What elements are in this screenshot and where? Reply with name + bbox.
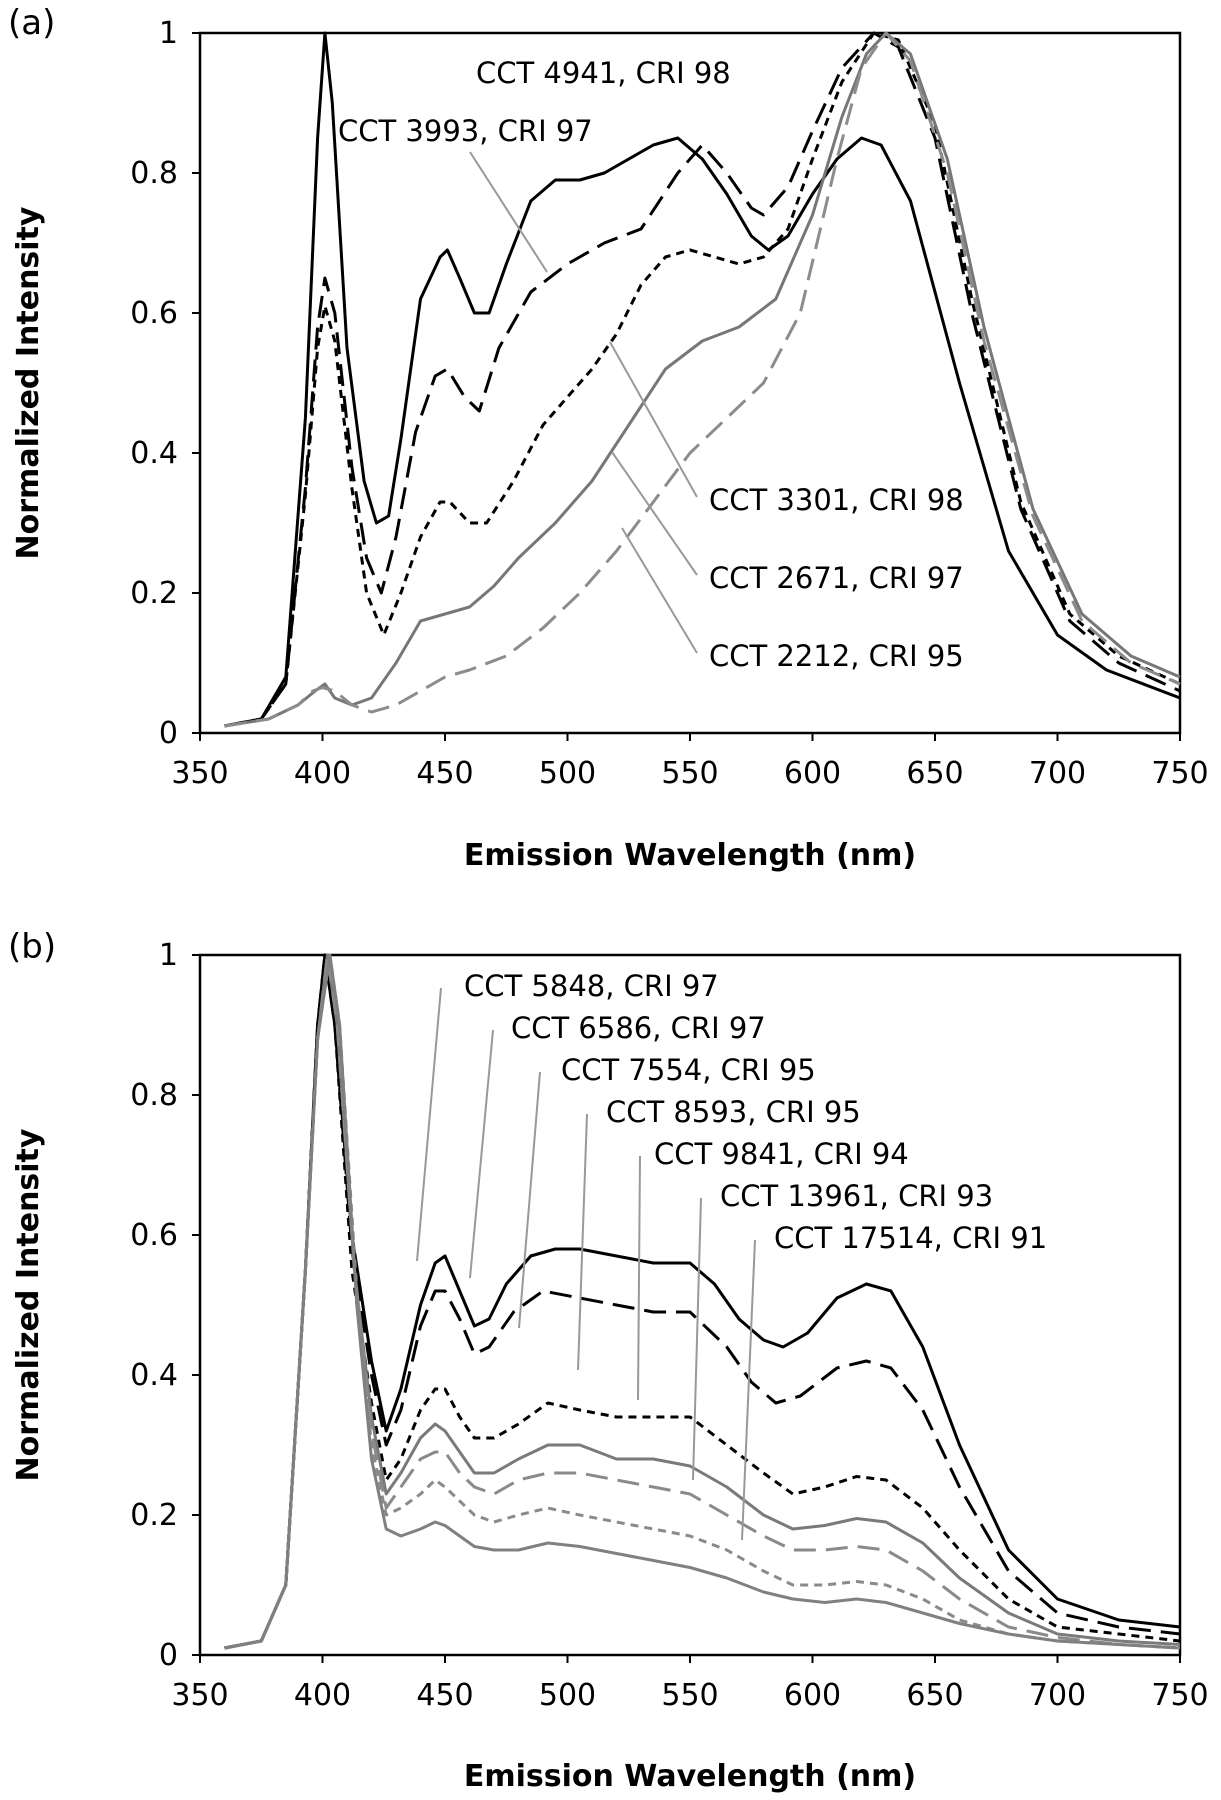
series-line-1	[224, 31, 1181, 728]
series-annotation-label: CCT 4941, CRI 98	[476, 56, 731, 90]
annotation-leader-line	[621, 527, 698, 654]
series-line-3	[224, 953, 1181, 1650]
series-annotation-label: CCT 3993, CRI 97	[338, 114, 593, 148]
annotation-leader-line	[637, 1155, 641, 1401]
annotations-b: CCT 5848, CRI 97 CCT 6586, CRI 97 CCT 7554…	[464, 969, 1047, 1255]
x-tick-label: 700	[1029, 1678, 1086, 1713]
x-tick-label: 750	[1151, 756, 1208, 791]
x-tick-label: 400	[294, 756, 351, 791]
x-tick-label: 500	[539, 756, 596, 791]
panel-label-b: (b)	[8, 927, 56, 967]
y-axis-label-b: Normalized Intensity	[11, 1128, 46, 1481]
series-line-5	[224, 31, 1181, 728]
x-tick-label: 450	[416, 756, 473, 791]
annotation-leader-line	[577, 1113, 588, 1371]
axis-ticks-b: 350 400 450 500 550 600 650 700 750 0 0.2 0.4 0.6 0.8…	[130, 938, 1208, 1713]
series-line-4	[224, 31, 1181, 728]
chart-panel-a: (a) 350 400 450 500 550 600 650 700 750 0 0.2 0.4 0.…	[8, 3, 1209, 873]
annotation-leader-line	[469, 151, 548, 273]
series-annotation-label: CCT 13961, CRI 93	[720, 1179, 993, 1213]
annotation-leader-line	[741, 1239, 756, 1541]
series-annotation-label: CCT 5848, CRI 97	[464, 969, 719, 1003]
x-tick-label: 350	[171, 756, 228, 791]
series-annotation-label: CCT 17514, CRI 91	[774, 1221, 1047, 1255]
y-tick-label: 0.8	[130, 156, 178, 191]
y-tick-label: 0.2	[130, 1498, 178, 1533]
annotation-leader-line	[611, 451, 698, 576]
annotations-a: CCT 4941, CRI 98 CCT 3993, CRI 97 CCT 3301…	[338, 56, 964, 673]
x-tick-label: 450	[416, 1678, 473, 1713]
series-group-a	[224, 31, 1181, 728]
y-tick-label: 0.8	[130, 1078, 178, 1113]
y-tick-label: 1	[159, 938, 178, 973]
y-tick-label: 0.4	[130, 1358, 178, 1393]
x-tick-label: 600	[784, 1678, 841, 1713]
series-line-7	[224, 953, 1181, 1650]
annotation-leader-line	[692, 1197, 702, 1481]
x-tick-label: 400	[294, 1678, 351, 1713]
x-axis-label-a: Emission Wavelength (nm)	[464, 838, 916, 873]
series-annotation-label: CCT 6586, CRI 97	[511, 1011, 766, 1045]
annotation-leader-line	[609, 341, 698, 498]
x-tick-label: 550	[661, 756, 718, 791]
annotation-leader-line	[469, 1029, 494, 1279]
y-tick-label: 0.6	[130, 1218, 178, 1253]
y-tick-label: 1	[159, 16, 178, 51]
panel-label-a: (a)	[8, 3, 55, 43]
series-line-5	[224, 953, 1181, 1650]
y-tick-label: 0.4	[130, 436, 178, 471]
annotation-leaders-b	[416, 987, 756, 1541]
series-annotation-label: CCT 2212, CRI 95	[709, 639, 964, 673]
y-tick-label: 0.2	[130, 576, 178, 611]
x-tick-label: 650	[906, 756, 963, 791]
series-annotation-label: CCT 2671, CRI 97	[709, 561, 964, 595]
series-annotation-label: CCT 7554, CRI 95	[561, 1053, 816, 1087]
y-tick-label: 0.6	[130, 296, 178, 331]
axis-ticks-a: 350 400 450 500 550 600 650 700 750 0 0.2 0.4 0.6 0.8…	[130, 16, 1208, 791]
y-tick-label: 0	[159, 716, 178, 751]
x-tick-label: 500	[539, 1678, 596, 1713]
x-tick-label: 650	[906, 1678, 963, 1713]
series-line-2	[224, 31, 1181, 728]
annotation-leader-line	[518, 1071, 541, 1329]
x-tick-label: 550	[661, 1678, 718, 1713]
x-tick-label: 700	[1029, 756, 1086, 791]
x-axis-label-b: Emission Wavelength (nm)	[464, 1759, 916, 1794]
annotation-leaders-a	[469, 151, 698, 654]
series-annotation-label: CCT 8593, CRI 95	[606, 1095, 861, 1129]
y-axis-label-a: Normalized Intensity	[11, 206, 46, 559]
x-tick-label: 750	[1151, 1678, 1208, 1713]
series-annotation-label: CCT 9841, CRI 94	[654, 1137, 909, 1171]
series-annotation-label: CCT 3301, CRI 98	[709, 483, 964, 517]
series-group-b	[224, 953, 1181, 1650]
annotation-leader-line	[416, 987, 442, 1262]
y-tick-label: 0	[159, 1638, 178, 1673]
x-tick-label: 600	[784, 756, 841, 791]
chart-panel-b: (b) 350 400 450 500 550 600 650 700 750 0 0.2 0.4 0.…	[8, 927, 1209, 1794]
x-tick-label: 350	[171, 1678, 228, 1713]
